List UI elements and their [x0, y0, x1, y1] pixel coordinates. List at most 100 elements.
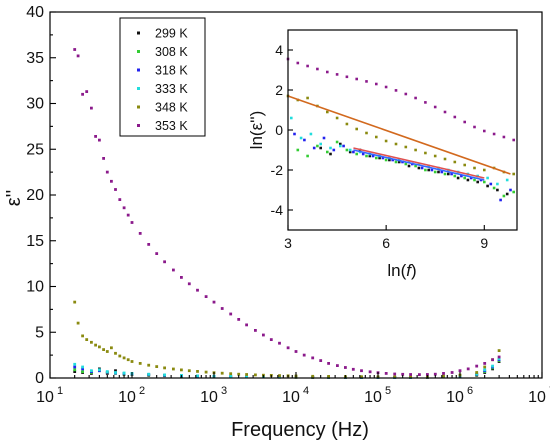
main-point-5-19 [172, 268, 175, 272]
inset-point-4-18 [463, 163, 466, 167]
main-point-5-46 [393, 372, 397, 376]
inset-point-1-2 [316, 144, 319, 148]
inset-y-axis-title: ln(ε'') [247, 111, 266, 150]
inset-point-3-21 [496, 182, 499, 186]
main-point-5-35 [302, 353, 306, 357]
main-point-5-43 [368, 370, 372, 374]
main-point-4-9 [110, 346, 113, 350]
main-point-5-26 [229, 312, 233, 316]
inset-point-0-9 [407, 164, 411, 168]
inset-point-0-14 [456, 176, 460, 180]
inset-point-5-11 [394, 89, 398, 92]
main-point-5-56 [475, 364, 479, 368]
inset-y-tick-label: 2 [275, 82, 283, 98]
main-point-4-1 [76, 321, 80, 325]
inset-point-5-15 [433, 105, 437, 109]
main-point-5-52 [442, 372, 445, 375]
main-point-5-33 [286, 346, 290, 350]
main-point-4-23 [204, 370, 208, 374]
main-point-5-31 [269, 338, 273, 341]
main-point-4-11 [118, 354, 122, 358]
legend-swatch [137, 87, 140, 90]
main-point-3-0 [73, 362, 77, 366]
main-x-tick-exponent: 1 [57, 385, 63, 397]
inset-point-1-6 [355, 152, 358, 156]
inset-point-4-19 [473, 166, 476, 170]
main-y-tick-label: 20 [26, 187, 44, 204]
inset-point-2-2 [312, 146, 316, 150]
main-point-4-27 [237, 372, 241, 376]
inset-point-2-3 [322, 136, 326, 140]
inset-point-5-7 [355, 77, 358, 81]
main-point-5-11 [118, 198, 122, 201]
main-point-3-29 [483, 368, 487, 372]
main-y-tick-label: 5 [35, 324, 44, 341]
main-axes: 1011021031041051061070510152025303540 [26, 4, 550, 406]
main-point-5-15 [138, 232, 142, 235]
main-point-5-42 [360, 369, 363, 373]
main-point-3-14 [245, 375, 248, 378]
main-point-5-13 [126, 213, 130, 217]
main-point-2-0 [73, 365, 77, 369]
main-y-axis-title: ε'' [3, 190, 25, 207]
main-point-3-31 [497, 357, 501, 361]
inset-point-2-1 [303, 138, 306, 142]
inset-x-tick-label: 9 [480, 235, 488, 251]
legend-swatch [137, 68, 140, 72]
inset-point-0-15 [466, 178, 470, 182]
main-point-5-22 [196, 288, 199, 292]
inset-point-3-13 [417, 162, 421, 166]
main-point-5-24 [212, 300, 216, 304]
main-y-tick-label: 25 [26, 141, 44, 158]
legend-swatch [137, 50, 140, 53]
legend-label: 333 K [155, 82, 188, 96]
inset-point-0-12 [437, 170, 440, 174]
inset-point-4-16 [443, 157, 447, 161]
main-y-tick-label: 10 [26, 279, 44, 296]
main-x-tick-exponent: 6 [467, 385, 473, 397]
inset-point-2-15 [440, 170, 444, 174]
main-point-5-10 [114, 188, 117, 191]
main-point-4-10 [114, 351, 117, 355]
main-point-4-20 [180, 368, 183, 372]
main-point-5-14 [130, 221, 134, 224]
inset-point-5-4 [326, 70, 329, 74]
legend-box [119, 17, 206, 137]
main-point-5-0 [73, 48, 77, 51]
main-point-5-21 [187, 282, 191, 286]
inset-point-0-18 [496, 188, 499, 192]
inset-point-5-1 [296, 61, 300, 65]
main-point-3-11 [196, 374, 199, 378]
inset-point-2-8 [371, 154, 375, 158]
main-point-4-14 [130, 360, 134, 363]
inset-point-4-23 [512, 172, 515, 176]
main-point-5-54 [458, 369, 462, 373]
main-point-5-53 [450, 371, 454, 374]
inset-point-4-8 [365, 131, 368, 135]
inset-point-1-1 [306, 154, 309, 158]
main-point-5-17 [155, 252, 159, 255]
main-point-4-32 [278, 374, 281, 377]
legend-swatch [137, 124, 140, 127]
main-point-4-35 [311, 374, 315, 378]
inset-point-2-18 [469, 176, 473, 180]
main-point-4-45 [475, 371, 479, 374]
main-point-5-38 [327, 362, 330, 365]
inset-point-2-7 [361, 152, 365, 156]
main-x-tick-label: 10 [282, 389, 300, 406]
main-point-3-1 [81, 365, 84, 369]
main-x-axis-title: Frequency (Hz) [231, 419, 369, 441]
inset-point-2-17 [460, 174, 463, 178]
main-point-3-30 [491, 364, 494, 368]
inset-point-2-22 [509, 188, 512, 192]
inset-point-5-21 [492, 132, 496, 136]
main-point-4-22 [196, 370, 199, 373]
inset-point-5-18 [463, 120, 466, 124]
legend-label: 308 K [155, 45, 188, 59]
inset-fit-line-2 [353, 149, 485, 181]
main-x-tick-label: 10 [36, 389, 54, 406]
main-y-tick-label: 15 [26, 233, 44, 250]
inset-plot: 3 6 9 -4 -2 0 2 4 ln(f) ln(ε'') [247, 29, 518, 280]
main-point-4-26 [229, 372, 233, 376]
legend-label: 353 K [155, 119, 188, 133]
